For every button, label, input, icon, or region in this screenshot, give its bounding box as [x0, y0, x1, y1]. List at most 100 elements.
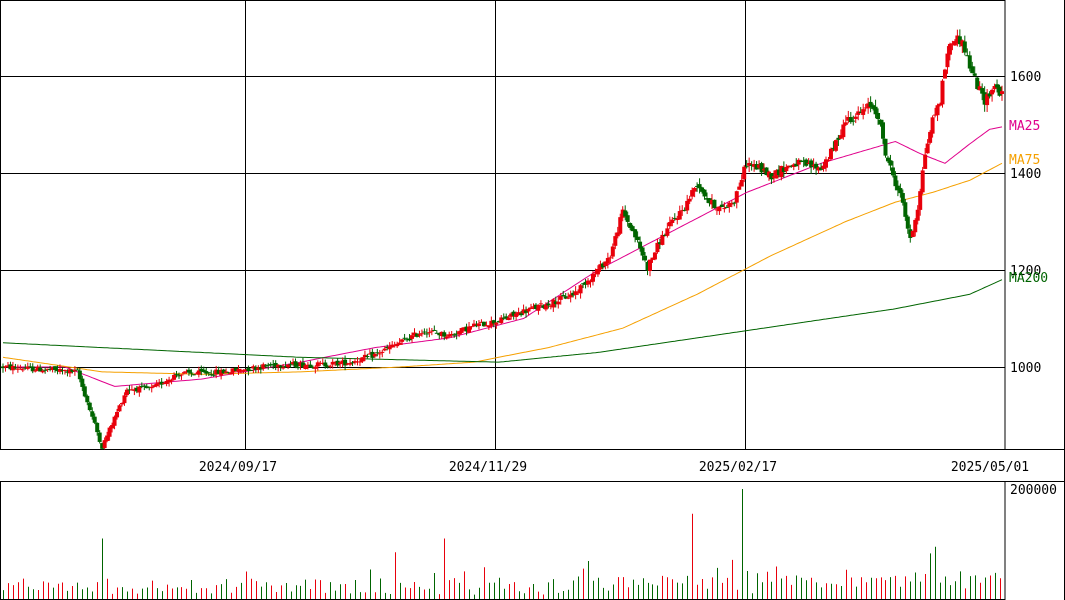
candle-body — [318, 362, 323, 364]
candle-body — [608, 257, 613, 259]
candle-body — [588, 280, 593, 283]
candle-body — [682, 209, 687, 211]
candle-body — [675, 218, 680, 221]
candle-body — [370, 351, 375, 358]
candle-body — [281, 367, 286, 369]
candle-body — [749, 164, 754, 166]
candle-body — [945, 53, 950, 68]
candle-body — [241, 370, 246, 372]
candle-body — [236, 368, 241, 372]
candle-body — [179, 374, 184, 376]
candle-body — [253, 366, 258, 370]
candle-body — [744, 166, 749, 168]
candle-body — [496, 321, 501, 323]
candle-body — [848, 117, 853, 123]
candle-body — [551, 299, 556, 308]
candle-body — [586, 280, 591, 285]
candle-body — [65, 371, 70, 373]
candle-body — [935, 105, 940, 116]
candle-body — [87, 402, 92, 411]
candle-body — [816, 167, 821, 171]
candle-body — [499, 317, 504, 324]
candle-body — [288, 364, 293, 366]
price-tick-label: 1400 — [1010, 167, 1041, 182]
candle-body — [248, 369, 253, 371]
candle-body — [784, 166, 789, 172]
candle-body — [759, 163, 764, 173]
candle-body — [191, 374, 196, 376]
candle-body — [506, 317, 511, 321]
candle-body — [811, 164, 816, 166]
candle-body — [231, 368, 236, 373]
candle-body — [439, 331, 444, 337]
candle-body — [293, 361, 298, 367]
candle-body — [732, 202, 737, 204]
volume-axis-labels: 200000 — [1010, 483, 1057, 498]
candle-body — [957, 36, 962, 45]
candle-body — [340, 360, 345, 364]
candle-body — [819, 167, 824, 170]
candle-body — [796, 159, 801, 165]
candle-body — [484, 325, 489, 327]
candle-body — [677, 211, 682, 220]
ma-line-ma200 — [2, 279, 1003, 363]
candle-body — [709, 199, 714, 205]
candle-body — [372, 353, 377, 357]
candle-body — [828, 148, 833, 160]
candle-body — [930, 117, 935, 134]
candle-body — [246, 367, 251, 372]
candle-body — [871, 105, 876, 109]
candle-body — [950, 43, 955, 45]
candle-body — [444, 336, 449, 339]
candle-body — [573, 291, 578, 295]
candle-body — [405, 339, 410, 341]
candle-body — [380, 351, 385, 353]
candle-body — [563, 296, 568, 299]
candle-body — [273, 362, 278, 367]
candle-body — [82, 386, 87, 397]
candle-body — [873, 106, 878, 115]
candle-body — [419, 333, 424, 335]
ma-label-ma200: MA200 — [1009, 271, 1048, 286]
candle-body — [229, 372, 234, 375]
candle-body — [942, 69, 947, 79]
candle-body — [424, 333, 429, 335]
candle-body — [638, 241, 643, 249]
candle-body — [595, 268, 600, 275]
candle-body — [960, 40, 965, 47]
candle-body — [23, 367, 28, 369]
candle-body — [707, 198, 712, 204]
candle-body — [672, 217, 677, 219]
candle-body — [335, 360, 340, 366]
candle-body — [462, 327, 467, 330]
candle-body — [553, 301, 558, 305]
candle-body — [856, 111, 861, 115]
candle-body — [977, 86, 982, 91]
volume-bars — [3, 489, 1001, 599]
candle-body — [997, 86, 1002, 96]
candle-body — [866, 103, 871, 109]
candle-body — [410, 335, 415, 339]
candle-body — [184, 371, 189, 373]
candle-body — [157, 382, 162, 385]
candle-body — [752, 164, 757, 167]
candle-body — [75, 369, 80, 371]
candle-body — [516, 312, 521, 315]
candle-body — [454, 333, 459, 335]
candle-body — [432, 329, 437, 331]
candle-body — [603, 261, 608, 266]
ma-legend: MA25 MA75 MA200 — [1009, 119, 1048, 286]
candle-body — [362, 354, 367, 358]
candle-body — [566, 297, 571, 299]
candle-body — [764, 167, 769, 176]
candle-body — [623, 210, 628, 217]
volume-panel-frame — [0, 481, 1006, 600]
candle-body — [400, 339, 405, 342]
candle-body — [660, 234, 665, 245]
candle-body — [159, 381, 164, 385]
candle-body — [283, 366, 288, 368]
candle-body — [846, 117, 851, 121]
candle-body — [781, 167, 786, 172]
candle-body — [868, 101, 873, 107]
